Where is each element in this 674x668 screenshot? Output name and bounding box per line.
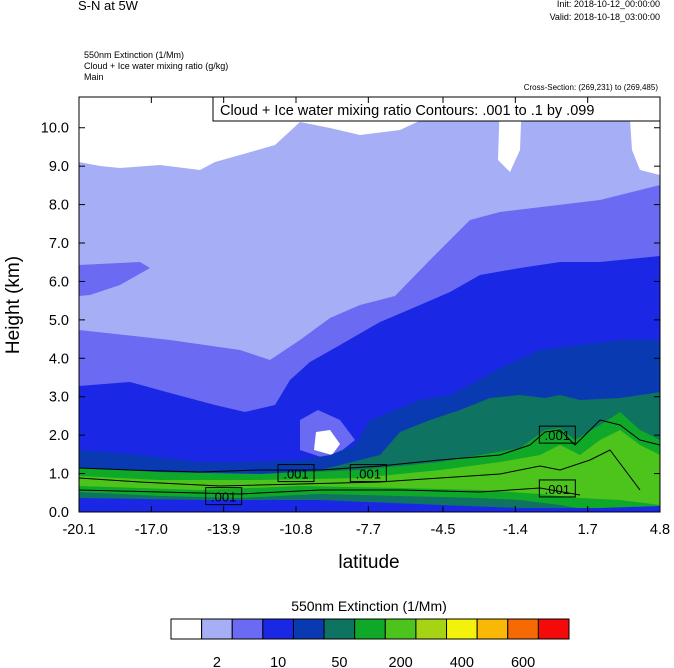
y-tick-label: 1.0 xyxy=(49,467,69,483)
x-tick-label: -4.5 xyxy=(431,522,456,538)
colorbar-swatch xyxy=(476,618,509,640)
y-tick-label: 9.0 xyxy=(49,159,69,175)
y-tick-label: 0.0 xyxy=(49,505,69,521)
x-tick-label: 4.8 xyxy=(650,522,670,538)
colorbar-swatch xyxy=(384,618,417,640)
x-tick-label: -10.8 xyxy=(279,522,312,538)
contour-label: .001 xyxy=(545,482,570,497)
y-tick-label: 2.0 xyxy=(49,428,69,444)
colorbar-title: 550nm Extinction (1/Mm) xyxy=(291,598,447,614)
x-tick-label: -13.9 xyxy=(207,522,240,538)
x-tick-label: -7.7 xyxy=(356,522,381,538)
colorbar-label: 50 xyxy=(331,655,347,668)
field-description-mixing-ratio: Cloud + Ice water mixing ratio (g/kg) xyxy=(84,61,229,71)
colorbar-swatch xyxy=(415,618,448,640)
x-tick-label: -20.1 xyxy=(62,522,95,538)
contour-label-box xyxy=(205,487,243,506)
x-axis-ticks: -20.1 -17.0 -13.9 -10.8 -7.7 -4.5 -1.4 1.7 4.8 xyxy=(62,97,670,538)
colorbar-swatch xyxy=(354,618,386,640)
contour-info-text: Cloud + Ice water mixing ratio Contours:… xyxy=(220,103,594,119)
colorbar-swatch xyxy=(507,618,539,640)
y-tick-label: 3.0 xyxy=(49,390,69,406)
contour-line-lower xyxy=(79,419,660,473)
x-axis-label: latitude xyxy=(338,552,399,573)
colorbar-swatch xyxy=(537,618,570,640)
colorbar-swatch xyxy=(323,618,356,640)
y-tick-label: 8.0 xyxy=(49,198,69,214)
field-description-main: Main xyxy=(84,72,104,82)
contour-label-box xyxy=(538,425,576,444)
init-time: Init: 2018-10-12_00:00:00 xyxy=(556,0,660,9)
contour-label: .001 xyxy=(283,467,308,482)
colorbar-swatch xyxy=(446,618,478,640)
y-axis-ticks: 0.0 1.0 2.0 3.0 4.0 5.0 6.0 7.0 8.0 9.0 10.0 xyxy=(41,121,660,521)
colorbar-label: 2 xyxy=(213,655,221,668)
colorbar-swatch xyxy=(201,618,233,640)
contour-labels: .001 .001 .001 .001 .001 xyxy=(205,425,576,506)
fill-white-notch-lower xyxy=(314,430,340,455)
fill-blue-base xyxy=(79,498,660,512)
y-axis-label: Height (km) xyxy=(3,256,24,354)
colorbar-swatch xyxy=(292,618,325,640)
colorbar-swatch xyxy=(231,618,264,640)
x-tick-label: 1.7 xyxy=(578,522,598,538)
contour-line-base xyxy=(79,487,581,496)
x-tick-label: -1.4 xyxy=(503,522,528,538)
contour-label: .001 xyxy=(545,428,570,443)
y-tick-label: 6.0 xyxy=(49,274,69,290)
contour-line-upper xyxy=(79,449,641,491)
mixing-ratio-contours xyxy=(79,419,660,496)
fill-blue-left-upper xyxy=(79,262,150,296)
y-tick-label: 10.0 xyxy=(41,121,69,137)
plot-title: S-N at 5W xyxy=(78,0,138,13)
contour-label-box xyxy=(277,464,315,483)
fill-white-top-left xyxy=(79,97,560,170)
colorbar-swatch xyxy=(262,618,294,640)
colorbar-label: 200 xyxy=(389,655,413,668)
colorbar-label: 400 xyxy=(450,655,474,668)
contour-info-box xyxy=(212,96,661,122)
colorbar-label: 10 xyxy=(270,655,286,668)
contour-label: .001 xyxy=(356,467,381,482)
contour-label: .001 xyxy=(211,490,236,505)
colorbar-label: 600 xyxy=(511,655,535,668)
y-tick-label: 7.0 xyxy=(49,236,69,252)
y-tick-label: 4.0 xyxy=(49,351,69,367)
cross-section-label: Cross-Section: (269,231) to (269,485) xyxy=(523,83,658,92)
colorbar-swatch xyxy=(170,618,203,640)
contour-label-box xyxy=(538,479,576,498)
x-tick-label: -17.0 xyxy=(135,522,168,538)
field-description-extinction: 550nm Extinction (1/Mm) xyxy=(84,50,185,60)
colorbar: 2 10 50 200 400 600 xyxy=(170,618,570,668)
y-tick-label: 5.0 xyxy=(49,313,69,329)
contour-label-box xyxy=(349,464,387,483)
extinction-fill xyxy=(79,97,660,512)
valid-time: Valid: 2018-10-18_03:00:00 xyxy=(549,12,660,22)
